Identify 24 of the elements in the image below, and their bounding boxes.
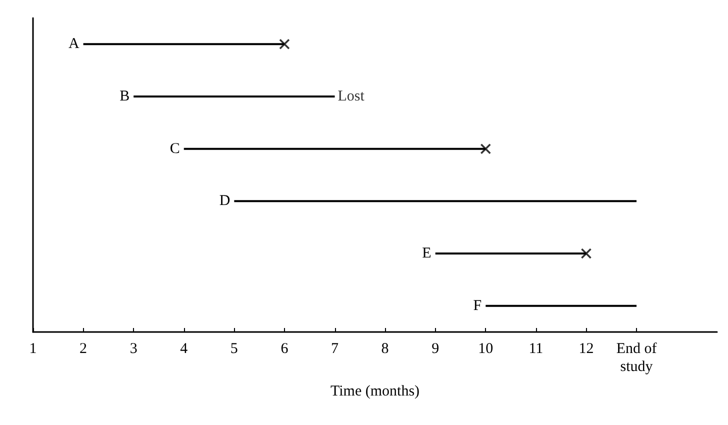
bar <box>234 200 637 202</box>
x-tick-label: 4 <box>180 341 188 357</box>
x-tick-label: 9 <box>432 341 440 357</box>
y-tick-label: B <box>120 88 130 104</box>
bar <box>486 304 637 307</box>
x-tick-label: 6 <box>280 341 289 357</box>
x-tick-label: 11 <box>528 341 544 357</box>
bar <box>134 96 335 98</box>
x-tick-label: 8 <box>381 341 389 357</box>
y-tick-label: F <box>473 298 482 314</box>
x-tick-label: 5 <box>230 341 238 357</box>
x-tick-label: 1 <box>29 341 37 357</box>
x-tick-label: 12 <box>578 341 594 357</box>
x-tick-label: 7 <box>331 341 340 357</box>
x-tick-label: 10 <box>478 341 494 357</box>
y-tick-label: A <box>68 36 80 52</box>
x-axis-title: Time (months) <box>330 384 420 400</box>
annotation: Lost <box>338 88 366 104</box>
x-tick-label: 2 <box>80 341 88 357</box>
x-tick-label: End of study <box>616 341 657 375</box>
y-tick-label: D <box>219 193 230 210</box>
y-tick-label: C <box>170 140 180 157</box>
y-tick-label: E <box>422 246 432 262</box>
x-tick-label: 3 <box>130 341 138 357</box>
